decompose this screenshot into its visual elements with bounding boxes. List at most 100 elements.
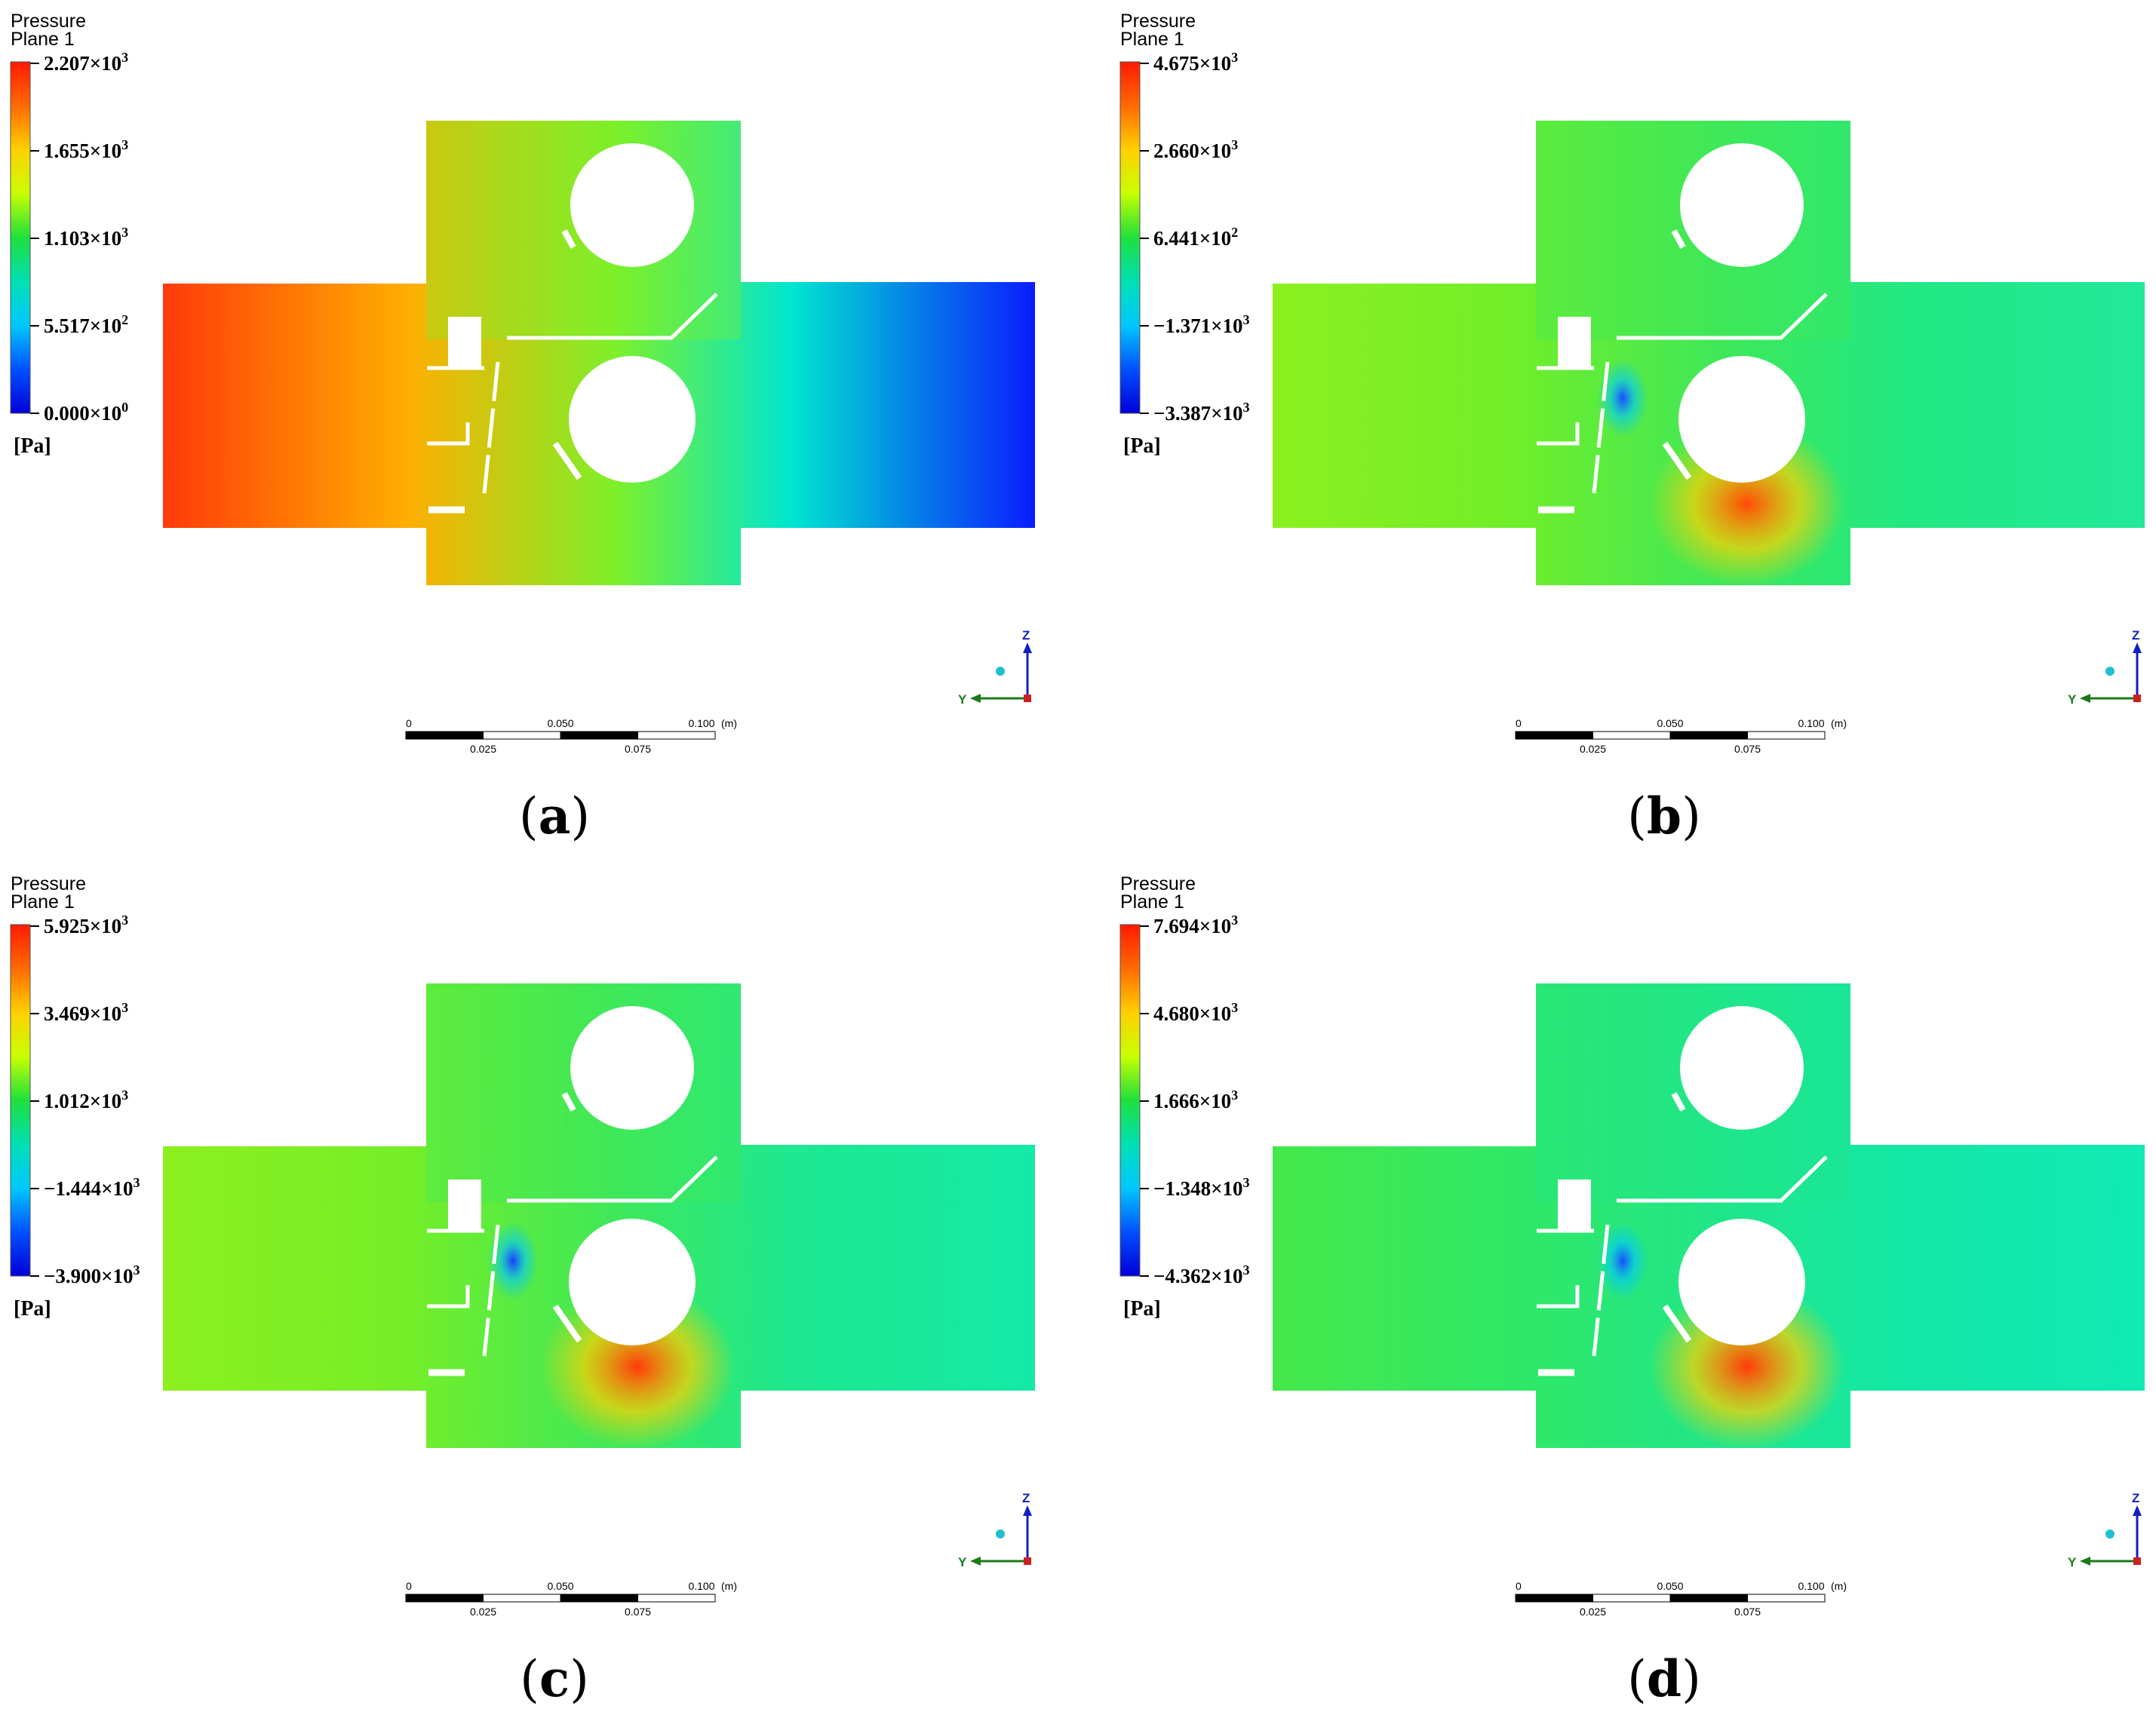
scale-segment (1669, 1594, 1748, 1603)
scale-segment (1515, 731, 1593, 740)
inlet-block (1558, 317, 1591, 367)
legend-subtitle: Plane 1 (1120, 29, 1184, 50)
inlet-block (1558, 1180, 1591, 1229)
baffle-dashed (1592, 361, 1610, 494)
scale-segment (560, 1594, 638, 1603)
y-axis-label: Y (958, 1555, 967, 1569)
baffle-dashed (482, 1224, 500, 1357)
view-sphere (996, 667, 1005, 676)
pressure-field (1273, 983, 2145, 1448)
low-pressure-zone (1597, 359, 1648, 437)
pressure-field (163, 121, 1035, 585)
panel-b: Pressure Plane 1 4.675×103 2.660×103 6.441×1… (1110, 0, 2156, 858)
scale-segment (405, 731, 484, 740)
legend-subtitle: Plane 1 (1120, 891, 1184, 913)
geometry (427, 143, 718, 514)
x-axis-origin (2133, 1557, 2141, 1565)
scale-segment (560, 731, 638, 740)
colorbar (1119, 61, 1141, 414)
colorbar-tick-label: −4.362×103 (1153, 1262, 1250, 1287)
axis-triad: ZY (958, 628, 1032, 707)
upper-vane (1671, 1092, 1686, 1112)
colorbar-tick-label: 5.517×102 (44, 312, 128, 337)
geometry (1537, 143, 1828, 514)
legend-title: Pressure (1120, 873, 1196, 894)
x-axis-origin (2133, 695, 2141, 702)
legend-title: Pressure (11, 11, 86, 32)
upper-cylinder (570, 1006, 694, 1130)
legend-unit: [Pa] (1123, 434, 1161, 458)
y-arrow (2080, 1557, 2090, 1566)
scale-label-bottom: 0.025 (1580, 1606, 1606, 1618)
colorbar-tick-label: 6.441×102 (1153, 225, 1238, 250)
y-axis-label: Y (958, 692, 967, 707)
y-axis-label: Y (2068, 692, 2077, 707)
scale-segment (1592, 1594, 1671, 1603)
scale-bar: 0 0.050 0.100 (m) 0.025 0.075 (405, 717, 737, 755)
scale-segment (1592, 731, 1671, 740)
x-axis-origin (1024, 1557, 1031, 1565)
upper-vane (561, 1092, 576, 1112)
scale-label-bottom: 0.075 (1734, 1606, 1761, 1618)
inlet-block (448, 1180, 481, 1229)
upper-vane (561, 229, 576, 249)
scale-label-top: (m) (1831, 717, 1847, 729)
scale-label-top: 0 (1516, 1580, 1522, 1592)
x-axis-origin (1024, 695, 1031, 702)
legend-title: Pressure (1120, 11, 1196, 32)
lower-cylinder (569, 1219, 696, 1345)
panel-c: Pressure Plane 1 5.925×103 3.469×103 1.012×1… (0, 863, 1078, 1721)
scale-label-bottom: 0.075 (1734, 743, 1761, 755)
y-arrow (970, 1557, 981, 1566)
scale-label-top: 0.100 (1798, 717, 1824, 729)
colorbar-tick-label: −1.444×103 (44, 1175, 140, 1200)
colorbar-tick-label: 5.925×103 (44, 913, 128, 937)
scale-label-bottom: 0.075 (625, 1606, 651, 1618)
pressure-field (1273, 121, 2145, 585)
guide-plate (1617, 1155, 1828, 1203)
z-arrow (1023, 1505, 1032, 1516)
scale-segment (405, 1594, 484, 1603)
colorbar-tick-label: 4.675×103 (1153, 50, 1238, 75)
colorbar-tick-label: −3.387×103 (1153, 400, 1250, 425)
lower-vane (552, 1304, 582, 1343)
lower-vane (1662, 1304, 1692, 1343)
pressure-field (163, 983, 1035, 1448)
scale-label-top: 0.050 (547, 717, 573, 729)
colorbar-tick-label: 7.694×103 (1153, 913, 1238, 937)
scale-bar: 0 0.050 0.100 (m) 0.025 0.075 (405, 1580, 737, 1618)
scale-label-top: 0.050 (1657, 1580, 1683, 1592)
panel-caption: (c) (520, 1649, 589, 1708)
lower-vane (552, 441, 582, 480)
colorbar-tick-label: 1.655×103 (44, 137, 128, 162)
panel-d: Pressure Plane 1 7.694×103 4.680×103 1.666×1… (1110, 863, 2156, 1721)
view-sphere (2105, 667, 2115, 676)
scale-label-bottom: 0.075 (625, 743, 651, 755)
view-sphere (996, 1529, 1005, 1538)
z-arrow (2133, 1505, 2142, 1516)
scale-label-bottom: 0.025 (1580, 743, 1606, 755)
panel-a: Pressure Plane 1 2.207×103 1.655×103 1.103×1… (0, 0, 1078, 858)
guide-plate (1617, 293, 1828, 340)
z-arrow (2133, 643, 2142, 653)
scale-label-bottom: 0.025 (470, 1606, 496, 1618)
low-pressure-zone (1597, 1222, 1648, 1300)
scale-label-top: 0.100 (1798, 1580, 1824, 1592)
scale-segment (1747, 1594, 1826, 1603)
scale-label-top: 0 (1516, 717, 1522, 729)
scale-segment (483, 1594, 561, 1603)
colorbar-tick-label: 1.666×103 (1153, 1088, 1238, 1112)
scale-segment (1669, 731, 1748, 740)
legend-subtitle: Plane 1 (11, 891, 75, 913)
scale-bar: 0 0.050 0.100 (m) 0.025 0.075 (1515, 1580, 1847, 1618)
y-arrow (970, 694, 981, 703)
scale-label-top: 0 (406, 1580, 412, 1592)
legend-unit: [Pa] (14, 434, 51, 458)
scale-segment (483, 731, 561, 740)
z-axis-label: Z (2132, 628, 2139, 643)
